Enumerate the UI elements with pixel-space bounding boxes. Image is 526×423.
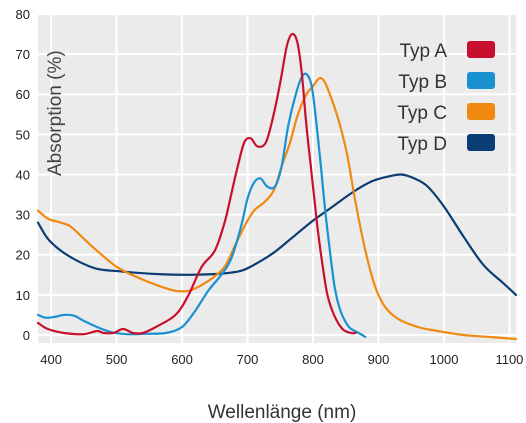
y-tick-label: 40 bbox=[16, 167, 30, 182]
legend: Typ A Typ B Typ C Typ D bbox=[397, 41, 495, 155]
y-tick-label: 10 bbox=[16, 288, 30, 303]
legend-label: Typ B bbox=[398, 72, 447, 93]
y-tick-label: 20 bbox=[16, 248, 30, 263]
legend-swatch bbox=[467, 134, 495, 151]
series-line-typ-d bbox=[36, 173, 518, 296]
x-tick-label: 1000 bbox=[430, 352, 459, 367]
y-tick-label: 30 bbox=[16, 208, 30, 223]
data-series bbox=[36, 32, 518, 341]
legend-swatch bbox=[467, 41, 495, 58]
x-tick-label: 700 bbox=[237, 352, 259, 367]
x-tick-label: 400 bbox=[40, 352, 62, 367]
legend-swatch bbox=[467, 103, 495, 120]
x-tick-label: 900 bbox=[368, 352, 390, 367]
y-tick-label: 50 bbox=[16, 127, 30, 142]
y-tick-label: 70 bbox=[16, 47, 30, 62]
legend-label: Typ C bbox=[397, 103, 447, 124]
x-tick-labels: 400 500 600 700 800 900 1000 1100 bbox=[40, 352, 523, 367]
series-line-typ-b bbox=[36, 72, 367, 339]
x-tick-label: 1100 bbox=[495, 352, 523, 367]
legend-label: Typ D bbox=[397, 134, 447, 155]
x-tick-label: 500 bbox=[106, 352, 128, 367]
y-tick-label: 0 bbox=[23, 328, 30, 343]
y-tick-label: 80 bbox=[16, 7, 30, 22]
x-tick-label: 800 bbox=[302, 352, 324, 367]
series-line-typ-a bbox=[36, 32, 357, 336]
legend-swatch bbox=[467, 72, 495, 89]
y-tick-labels: 0 10 20 30 40 50 60 70 80 bbox=[16, 7, 30, 343]
y-tick-label: 60 bbox=[16, 87, 30, 102]
x-tick-label: 600 bbox=[171, 352, 193, 367]
y-axis-label: Absorption (%) bbox=[45, 50, 66, 176]
legend-label: Typ A bbox=[399, 41, 447, 62]
x-axis-label: Wellenlänge (nm) bbox=[208, 402, 357, 423]
